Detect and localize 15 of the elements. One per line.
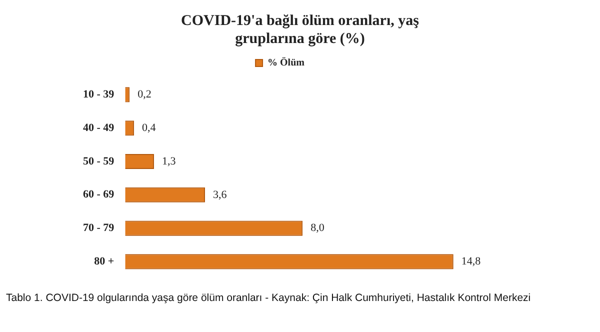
y-tick-label: 60 - 69: [82, 188, 115, 201]
text: Tablo 1. COVID-19 olgularında yaşa göre ölüm oranları - Kaynak: Çin Halk Cumhuriyeti, Hastalık Kontrol Merkezi: [6, 292, 532, 304]
data-label: 3,6: [213, 188, 228, 201]
chart-title: COVID-19'a bağlı ölüm oranları, yaş gruplarına göre (%): [180, 12, 420, 48]
legend-label: % Ölüm: [268, 56, 306, 69]
y-tick-label: 40 - 49: [82, 122, 115, 134]
data-label: 0,2: [138, 88, 152, 101]
data-label: 8,0: [310, 222, 325, 234]
y-tick-label: 10 - 39: [82, 88, 115, 101]
y-tick-label: 70 - 79: [82, 222, 115, 234]
data-label: 1,3: [162, 155, 176, 168]
y-tick-label: 80 +: [94, 256, 114, 268]
y-tick-label: 50 - 59: [82, 155, 115, 168]
data-label: 0,4: [142, 122, 156, 134]
data-label: 14,8: [461, 256, 482, 268]
